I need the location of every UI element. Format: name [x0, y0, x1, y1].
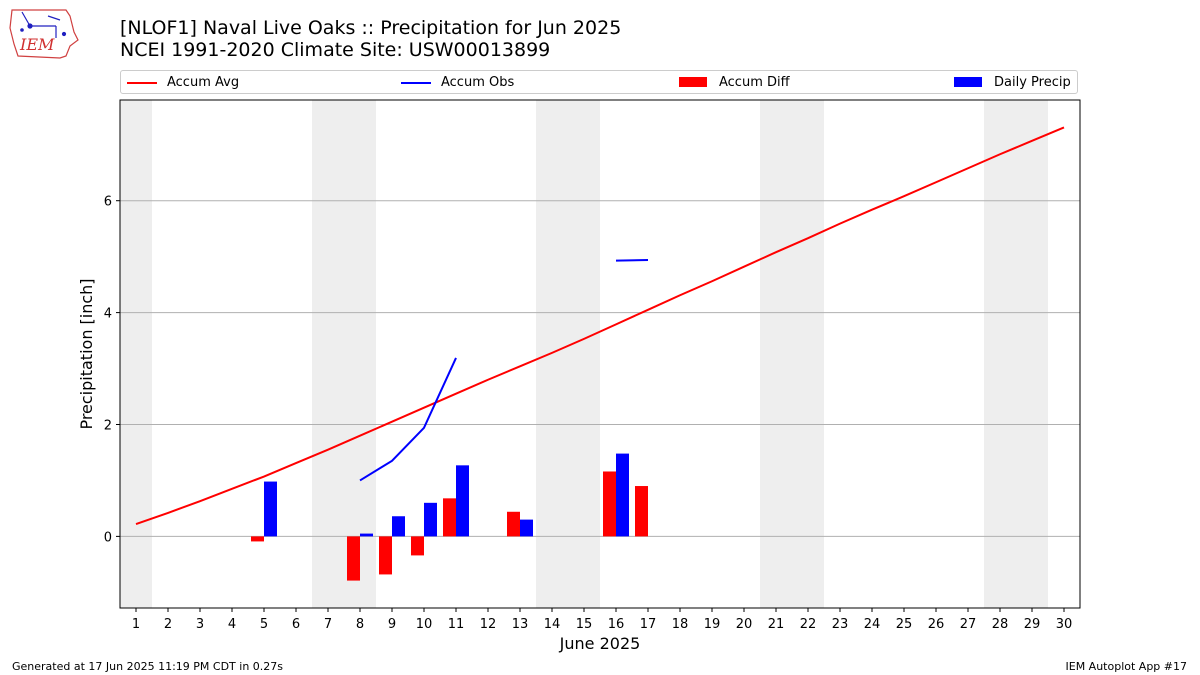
- daily-precip-bar-day-5: [264, 481, 277, 537]
- x-tick-label-7: 7: [324, 617, 332, 632]
- y-tick-label-0: 0: [104, 530, 112, 545]
- generated-timestamp: Generated at 17 Jun 2025 11:19 PM CDT in…: [12, 660, 284, 673]
- accum-diff-bar-day-9: [379, 536, 392, 575]
- daily-precip-bar-day-11: [456, 465, 469, 537]
- legend-label-daily-precip: Daily Precip: [994, 75, 1071, 90]
- daily-precip-bar-day-16: [616, 453, 629, 537]
- x-tick-label-9: 9: [388, 617, 396, 632]
- accum-avg-line: [135, 126, 1065, 526]
- accum-diff-bar-day-10: [411, 536, 424, 556]
- x-tick-label-29: 29: [1024, 617, 1041, 632]
- legend-label-accum-obs: Accum Obs: [441, 75, 515, 90]
- x-tick-label-28: 28: [992, 617, 1009, 632]
- chart-subtitle: NCEI 1991-2020 Climate Site: USW00013899: [120, 39, 551, 61]
- legend-label-accum-avg: Accum Avg: [167, 75, 240, 90]
- accum-obs-line-segment-1: [359, 357, 457, 482]
- weekend-band-3: [536, 100, 600, 608]
- daily-precip-bar-day-10: [424, 502, 437, 537]
- accum-diff-bar-day-16: [603, 471, 616, 537]
- x-tick-label-11: 11: [448, 617, 465, 632]
- x-tick-label-16: 16: [608, 617, 625, 632]
- plot-frame: [119, 99, 1081, 609]
- daily-precip-bar-day-9: [392, 516, 405, 537]
- x-tick-label-5: 5: [260, 617, 268, 632]
- x-tick-label-12: 12: [480, 617, 497, 632]
- weekend-band-5: [984, 100, 1048, 608]
- x-tick-label-8: 8: [356, 617, 364, 632]
- accum-diff-bar-day-11: [443, 498, 456, 537]
- daily-precip-bar-day-13: [520, 519, 533, 537]
- y-axis-label: Precipitation [inch]: [77, 278, 96, 429]
- app-credit: IEM Autoplot App #17: [1065, 660, 1188, 673]
- legend-label-accum-diff: Accum Diff: [719, 75, 790, 90]
- x-tick-label-1: 1: [132, 617, 140, 632]
- x-tick-label-18: 18: [672, 617, 689, 632]
- iem-logo: IEM: [9, 9, 79, 59]
- x-tick-label-27: 27: [960, 617, 977, 632]
- accum-diff-bar-day-17: [635, 486, 648, 537]
- chart-title: [NLOF1] Naval Live Oaks :: Precipitation…: [120, 17, 622, 39]
- daily-precip-bar-day-8: [360, 533, 373, 537]
- x-tick-label-23: 23: [832, 617, 849, 632]
- x-tick-label-30: 30: [1056, 617, 1073, 632]
- x-tick-label-13: 13: [512, 617, 529, 632]
- x-tick-label-21: 21: [768, 617, 785, 632]
- x-tick-label-24: 24: [864, 617, 881, 632]
- legend-swatch-daily-precip: [954, 77, 982, 87]
- x-tick-label-25: 25: [896, 617, 913, 632]
- weekend-band-2: [312, 100, 376, 608]
- legend-swatch-accum-obs: [401, 82, 431, 84]
- x-tick-label-19: 19: [704, 617, 721, 632]
- x-tick-label-22: 22: [800, 617, 817, 632]
- x-tick-label-2: 2: [164, 617, 172, 632]
- x-tick-label-6: 6: [292, 617, 300, 632]
- x-tick-label-4: 4: [228, 617, 236, 632]
- accum-obs-line-segment-2: [615, 259, 649, 262]
- weekend-band-1: [120, 100, 152, 608]
- y-tick-label-6: 6: [104, 195, 112, 210]
- y-tick-label-2: 2: [104, 418, 112, 433]
- x-tick-label-26: 26: [928, 617, 945, 632]
- logo-text: IEM: [19, 35, 55, 54]
- y-tick-label-4: 4: [104, 307, 112, 322]
- x-tick-label-20: 20: [736, 617, 753, 632]
- legend: Accum Avg Accum Obs Accum Diff Daily Pre…: [120, 70, 1078, 94]
- accum-diff-bar-day-5: [251, 536, 264, 542]
- x-tick-label-3: 3: [196, 617, 204, 632]
- weekend-band-4: [760, 100, 824, 608]
- x-axis-label: June 2025: [559, 634, 641, 653]
- legend-swatch-accum-diff: [679, 77, 707, 87]
- x-tick-label-15: 15: [576, 617, 593, 632]
- x-tick-label-14: 14: [544, 617, 561, 632]
- x-tick-label-17: 17: [640, 617, 657, 632]
- x-tick-label-10: 10: [416, 617, 433, 632]
- legend-swatch-accum-avg: [127, 82, 157, 84]
- accum-diff-bar-day-8: [347, 536, 360, 581]
- accum-diff-bar-day-13: [507, 511, 520, 537]
